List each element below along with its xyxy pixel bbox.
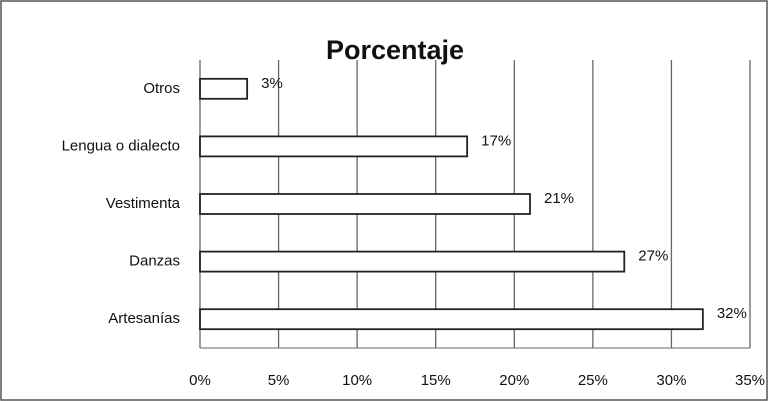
bar (199, 250, 626, 273)
value-label: 27% (638, 248, 668, 265)
x-tick-label: 5% (268, 372, 290, 389)
bar (199, 193, 531, 215)
y-tick-label: Lengua o dialecto (62, 137, 180, 154)
x-tick-label: 0% (189, 372, 211, 389)
value-label: 3% (261, 75, 283, 92)
value-label: 21% (544, 190, 574, 207)
y-tick-label: Artesanías (108, 310, 180, 327)
value-label: 32% (717, 305, 747, 322)
x-tick-label: 15% (421, 372, 451, 389)
y-tick-label: Vestimenta (106, 195, 181, 212)
y-tick-label: Otros (143, 80, 180, 97)
x-tick-label: 35% (735, 372, 765, 389)
x-tick-label: 30% (656, 372, 686, 389)
x-tick-label: 10% (342, 372, 372, 389)
x-tick-label: 25% (578, 372, 608, 389)
x-tick-label: 20% (499, 372, 529, 389)
y-tick-label: Danzas (129, 253, 180, 270)
bar (199, 135, 469, 158)
bar (199, 308, 704, 331)
bar (199, 77, 249, 100)
value-label: 17% (481, 132, 511, 149)
chart-title: Porcentaje (326, 35, 464, 65)
